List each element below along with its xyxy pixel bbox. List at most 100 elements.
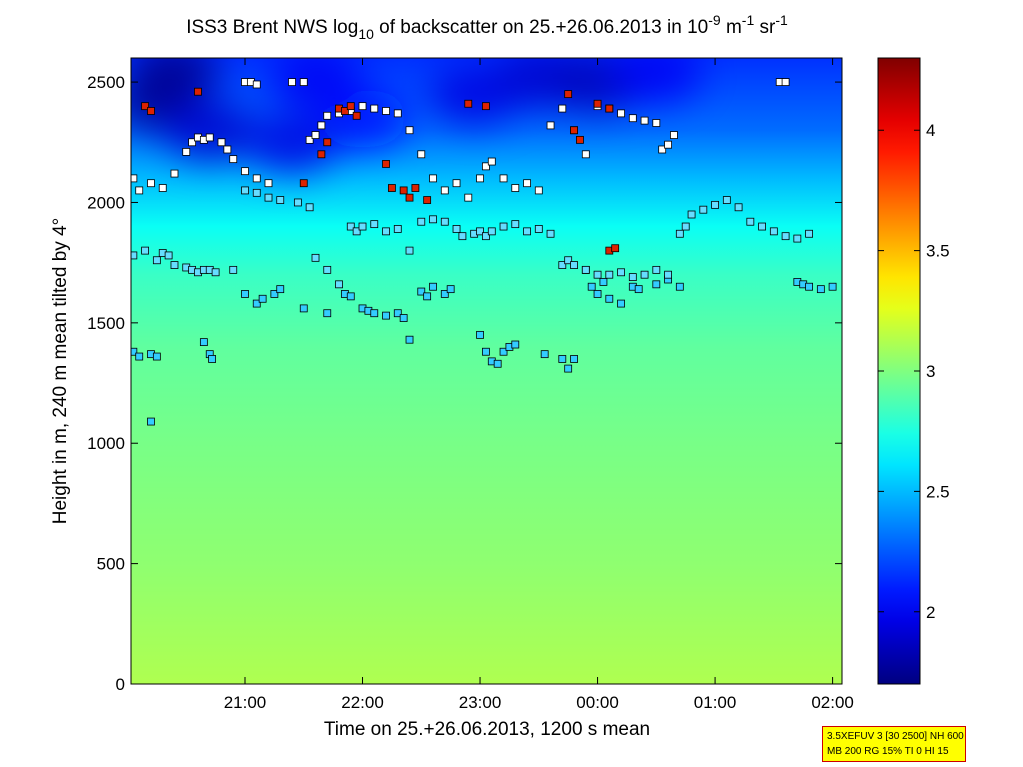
marker-low: [652, 280, 661, 289]
marker-middle: [722, 196, 731, 204]
x-tick-label: 22:00: [341, 693, 384, 712]
marker-middle: [581, 265, 590, 274]
x-tick-label: 01:00: [694, 693, 737, 712]
y-tick-label: 0: [116, 675, 125, 694]
chart-title: ISS3 Brent NWS log10 of backscatter on 2…: [186, 12, 788, 42]
marker-middle: [781, 232, 790, 241]
marker-middle: [276, 196, 285, 204]
marker-upper: [405, 126, 414, 135]
marker-low: [399, 314, 408, 322]
marker-low: [393, 309, 402, 318]
x-tick-label: 23:00: [459, 693, 502, 712]
marker-middle: [352, 227, 361, 236]
marker-upper: [205, 133, 214, 142]
marker-middle: [640, 270, 649, 279]
marker-low: [417, 287, 426, 296]
marker-red: [382, 160, 390, 168]
marker-middle: [311, 253, 320, 262]
marker-upper: [640, 116, 649, 125]
marker-upper: [429, 174, 437, 183]
marker-middle: [440, 217, 449, 226]
marker-middle: [570, 261, 578, 269]
marker-low: [147, 417, 155, 426]
marker-middle: [241, 186, 249, 195]
marker-upper: [370, 104, 379, 113]
marker-upper: [305, 135, 314, 144]
plot-frame: [130, 57, 843, 685]
marker-upper: [440, 186, 449, 195]
marker-upper: [170, 169, 179, 178]
marker-low: [564, 364, 573, 373]
dark-patch: [317, 88, 408, 149]
marker-middle: [687, 210, 696, 219]
marker-upper: [658, 145, 667, 154]
marker-red: [564, 90, 573, 99]
x-tick-label: 02:00: [811, 693, 854, 712]
marker-middle: [605, 270, 614, 279]
colorbar-ticks: 2 2.5 3 3.5 4: [878, 121, 950, 622]
x-tick-label: 21:00: [224, 693, 267, 712]
marker-upper: [581, 150, 590, 159]
marker-upper: [229, 155, 238, 164]
marker-upper: [217, 138, 226, 147]
marker-middle: [534, 225, 543, 233]
y-tick-label: 500: [97, 555, 125, 574]
marker-middle: [523, 227, 531, 236]
marker-middle: [628, 273, 637, 282]
marker-low: [805, 282, 813, 291]
marker-upper: [288, 78, 296, 86]
marker-upper: [487, 157, 496, 166]
title-superscript-3: -1: [775, 12, 788, 28]
colorbar: [877, 57, 921, 685]
marker-red: [299, 179, 308, 188]
marker-middle: [405, 246, 414, 255]
marker-low: [135, 352, 144, 361]
marker-low: [252, 299, 261, 308]
marker-low: [131, 347, 138, 356]
marker-low: [405, 335, 414, 344]
marker-upper: [617, 109, 625, 118]
marker-red: [576, 135, 584, 144]
marker-upper: [252, 80, 261, 89]
marker-low: [270, 290, 279, 298]
marker-upper: [147, 179, 155, 188]
marker-low: [476, 330, 484, 339]
colorbar-tick-label: 3: [926, 362, 935, 381]
marker-middle: [164, 251, 173, 260]
marker-low: [493, 359, 502, 368]
marker-middle: [417, 217, 426, 226]
marker-middle: [546, 229, 555, 238]
marker-upper: [158, 184, 167, 192]
marker-low: [587, 282, 596, 291]
marker-middle: [769, 227, 778, 236]
marker-middle: [482, 232, 490, 241]
dark-patch: [611, 58, 702, 103]
marker-middle: [264, 193, 273, 202]
y-tick-label: 1000: [87, 434, 125, 453]
marker-upper: [382, 107, 390, 115]
dark-patch-group: [131, 58, 702, 173]
marker-upper: [546, 121, 555, 130]
marker-low: [570, 355, 578, 363]
marker-red: [340, 107, 349, 115]
marker-upper: [628, 114, 637, 123]
marker-low: [816, 285, 825, 294]
marker-low: [258, 294, 267, 303]
marker-low: [199, 338, 208, 347]
plot-area: [131, 58, 842, 684]
marker-red: [323, 138, 332, 147]
marker-low: [511, 340, 520, 349]
marker-red: [423, 196, 432, 204]
marker-red: [399, 186, 408, 195]
marker-red: [141, 102, 150, 111]
y-tick-label: 2500: [87, 73, 125, 92]
marker-middle: [293, 198, 302, 207]
marker-middle: [211, 268, 220, 277]
marker-middle: [499, 222, 508, 231]
dark-patch: [131, 58, 220, 101]
marker-middle: [681, 222, 690, 231]
colorbar-tick-label: 2: [926, 603, 935, 622]
marker-upper: [452, 179, 461, 188]
marker-red: [464, 99, 473, 108]
marker-low: [617, 299, 625, 308]
